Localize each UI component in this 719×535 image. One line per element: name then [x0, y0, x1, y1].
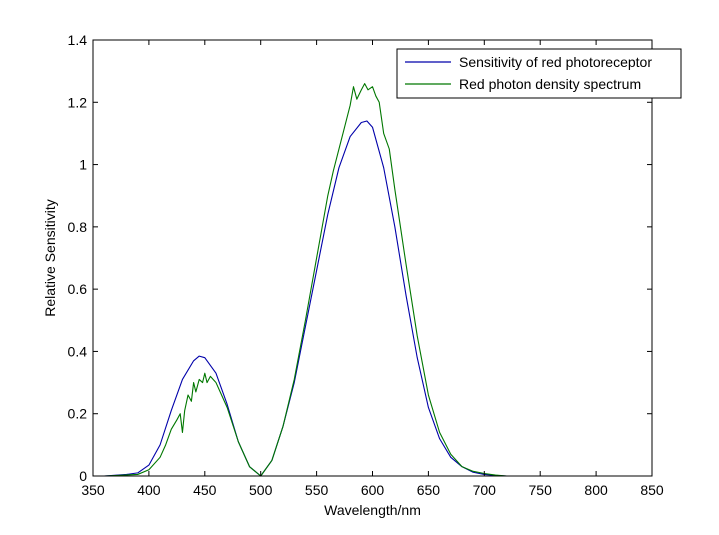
x-tick-label: 850: [640, 482, 664, 498]
y-tick-label: 1: [79, 157, 87, 173]
x-tick-label: 700: [473, 482, 497, 498]
plot-area: [93, 40, 652, 476]
x-tick-label: 350: [81, 482, 105, 498]
legend-box: [396, 48, 682, 99]
y-tick-label: 1.4: [68, 32, 88, 48]
x-tick-label: 800: [584, 482, 608, 498]
legend-label-series-2: Red photon density spectrum: [459, 76, 641, 92]
x-tick-label: 450: [193, 482, 217, 498]
legend: Sensitivity of red photoreceptor Red pho…: [396, 48, 682, 99]
y-tick-label: 0.2: [68, 406, 88, 422]
x-tick-label: 400: [137, 482, 161, 498]
series-line-2: [104, 83, 630, 477]
y-tick-label: 0: [79, 468, 87, 484]
legend-label-series-1: Sensitivity of red photoreceptor: [459, 54, 652, 70]
x-ticks: 350 400 450 500 550 600 650 700 750 800 850: [81, 40, 664, 498]
y-tick-label: 0.4: [68, 343, 88, 359]
x-tick-label: 550: [305, 482, 329, 498]
y-tick-label: 0.8: [68, 219, 88, 235]
x-tick-label: 500: [249, 482, 273, 498]
x-tick-label: 650: [417, 482, 441, 498]
y-axis-label: Relative Sensitivity: [42, 199, 58, 317]
y-ticks: 0 0.2 0.4 0.6 0.8 1 1.2 1.4: [68, 32, 652, 484]
x-tick-label: 750: [529, 482, 553, 498]
x-axis-label: Wavelength/nm: [324, 502, 421, 518]
x-tick-label: 600: [361, 482, 385, 498]
y-tick-label: 1.2: [68, 94, 88, 110]
y-tick-label: 0.6: [68, 281, 88, 297]
